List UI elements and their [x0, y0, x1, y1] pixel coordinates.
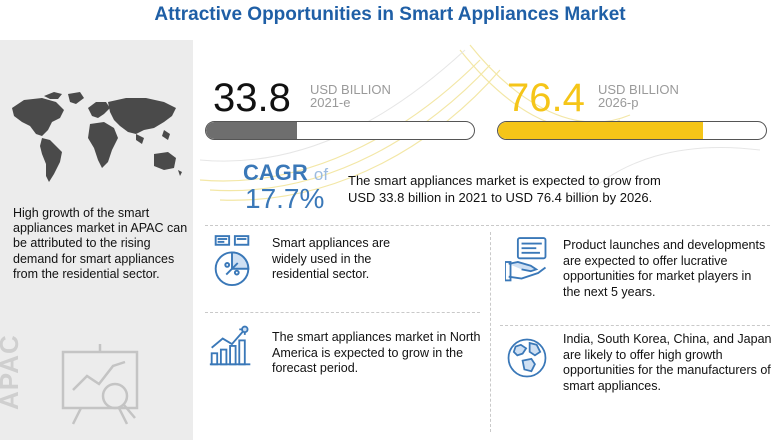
metric-2021: 33.8: [213, 78, 291, 118]
cagr-label: CAGR of: [243, 160, 328, 186]
cagr-description: The smart appliances market is expected …: [348, 172, 768, 206]
bar-2026: [497, 121, 767, 140]
divider-center: [490, 232, 491, 432]
insight-3-text: Product launches and developments are ex…: [563, 238, 766, 299]
globe-icon: [507, 338, 547, 378]
insight-1-text: Smart appliances are widely used in the …: [272, 236, 391, 281]
metric-2021-value: 33.8: [213, 76, 291, 120]
growth-chart-icon: [209, 325, 251, 366]
cagr-label-text: CAGR: [243, 160, 308, 185]
insight-4-text: India, South Korea, China, and Japan are…: [563, 332, 772, 393]
metric-2026-value: 76.4: [507, 76, 585, 120]
divider-top: [205, 225, 770, 226]
metric-2026-year: 2026-p: [598, 95, 639, 110]
metric-2021-year: 2021-e: [310, 95, 351, 110]
apac-label: APAC: [0, 334, 24, 410]
bar-2021-fill: [206, 122, 297, 139]
metric-2021-unit: USD BILLION: [310, 82, 391, 97]
cagr-description-line2: USD 33.8 billion in 2021 to USD 76.4 bil…: [348, 190, 653, 205]
world-map-icon: [12, 92, 182, 182]
divider-right-middle: [500, 325, 770, 326]
insight-2-text: The smart appliances market in North Ame…: [272, 330, 481, 375]
metric-2026-unit: USD BILLION: [598, 82, 679, 97]
metric-2026: 76.4: [507, 78, 585, 118]
divider-left-middle: [205, 312, 480, 313]
bar-2021: [205, 121, 475, 140]
cagr-value: 17.7%: [245, 183, 325, 214]
bar-2026-fill: [498, 122, 703, 139]
product-launch-icon: [505, 237, 547, 282]
left-panel-text: High growth of the smart appliances mark…: [13, 206, 188, 281]
analytics-board-icon: [61, 344, 139, 425]
left-panel: High growth of the smart appliances mark…: [0, 40, 193, 440]
cagr-of: of: [313, 165, 329, 184]
cagr-description-line1: The smart appliances market is expected …: [348, 173, 661, 188]
page-title: Attractive Opportunities in Smart Applia…: [154, 4, 626, 25]
pie-chart-icon: [214, 235, 250, 287]
